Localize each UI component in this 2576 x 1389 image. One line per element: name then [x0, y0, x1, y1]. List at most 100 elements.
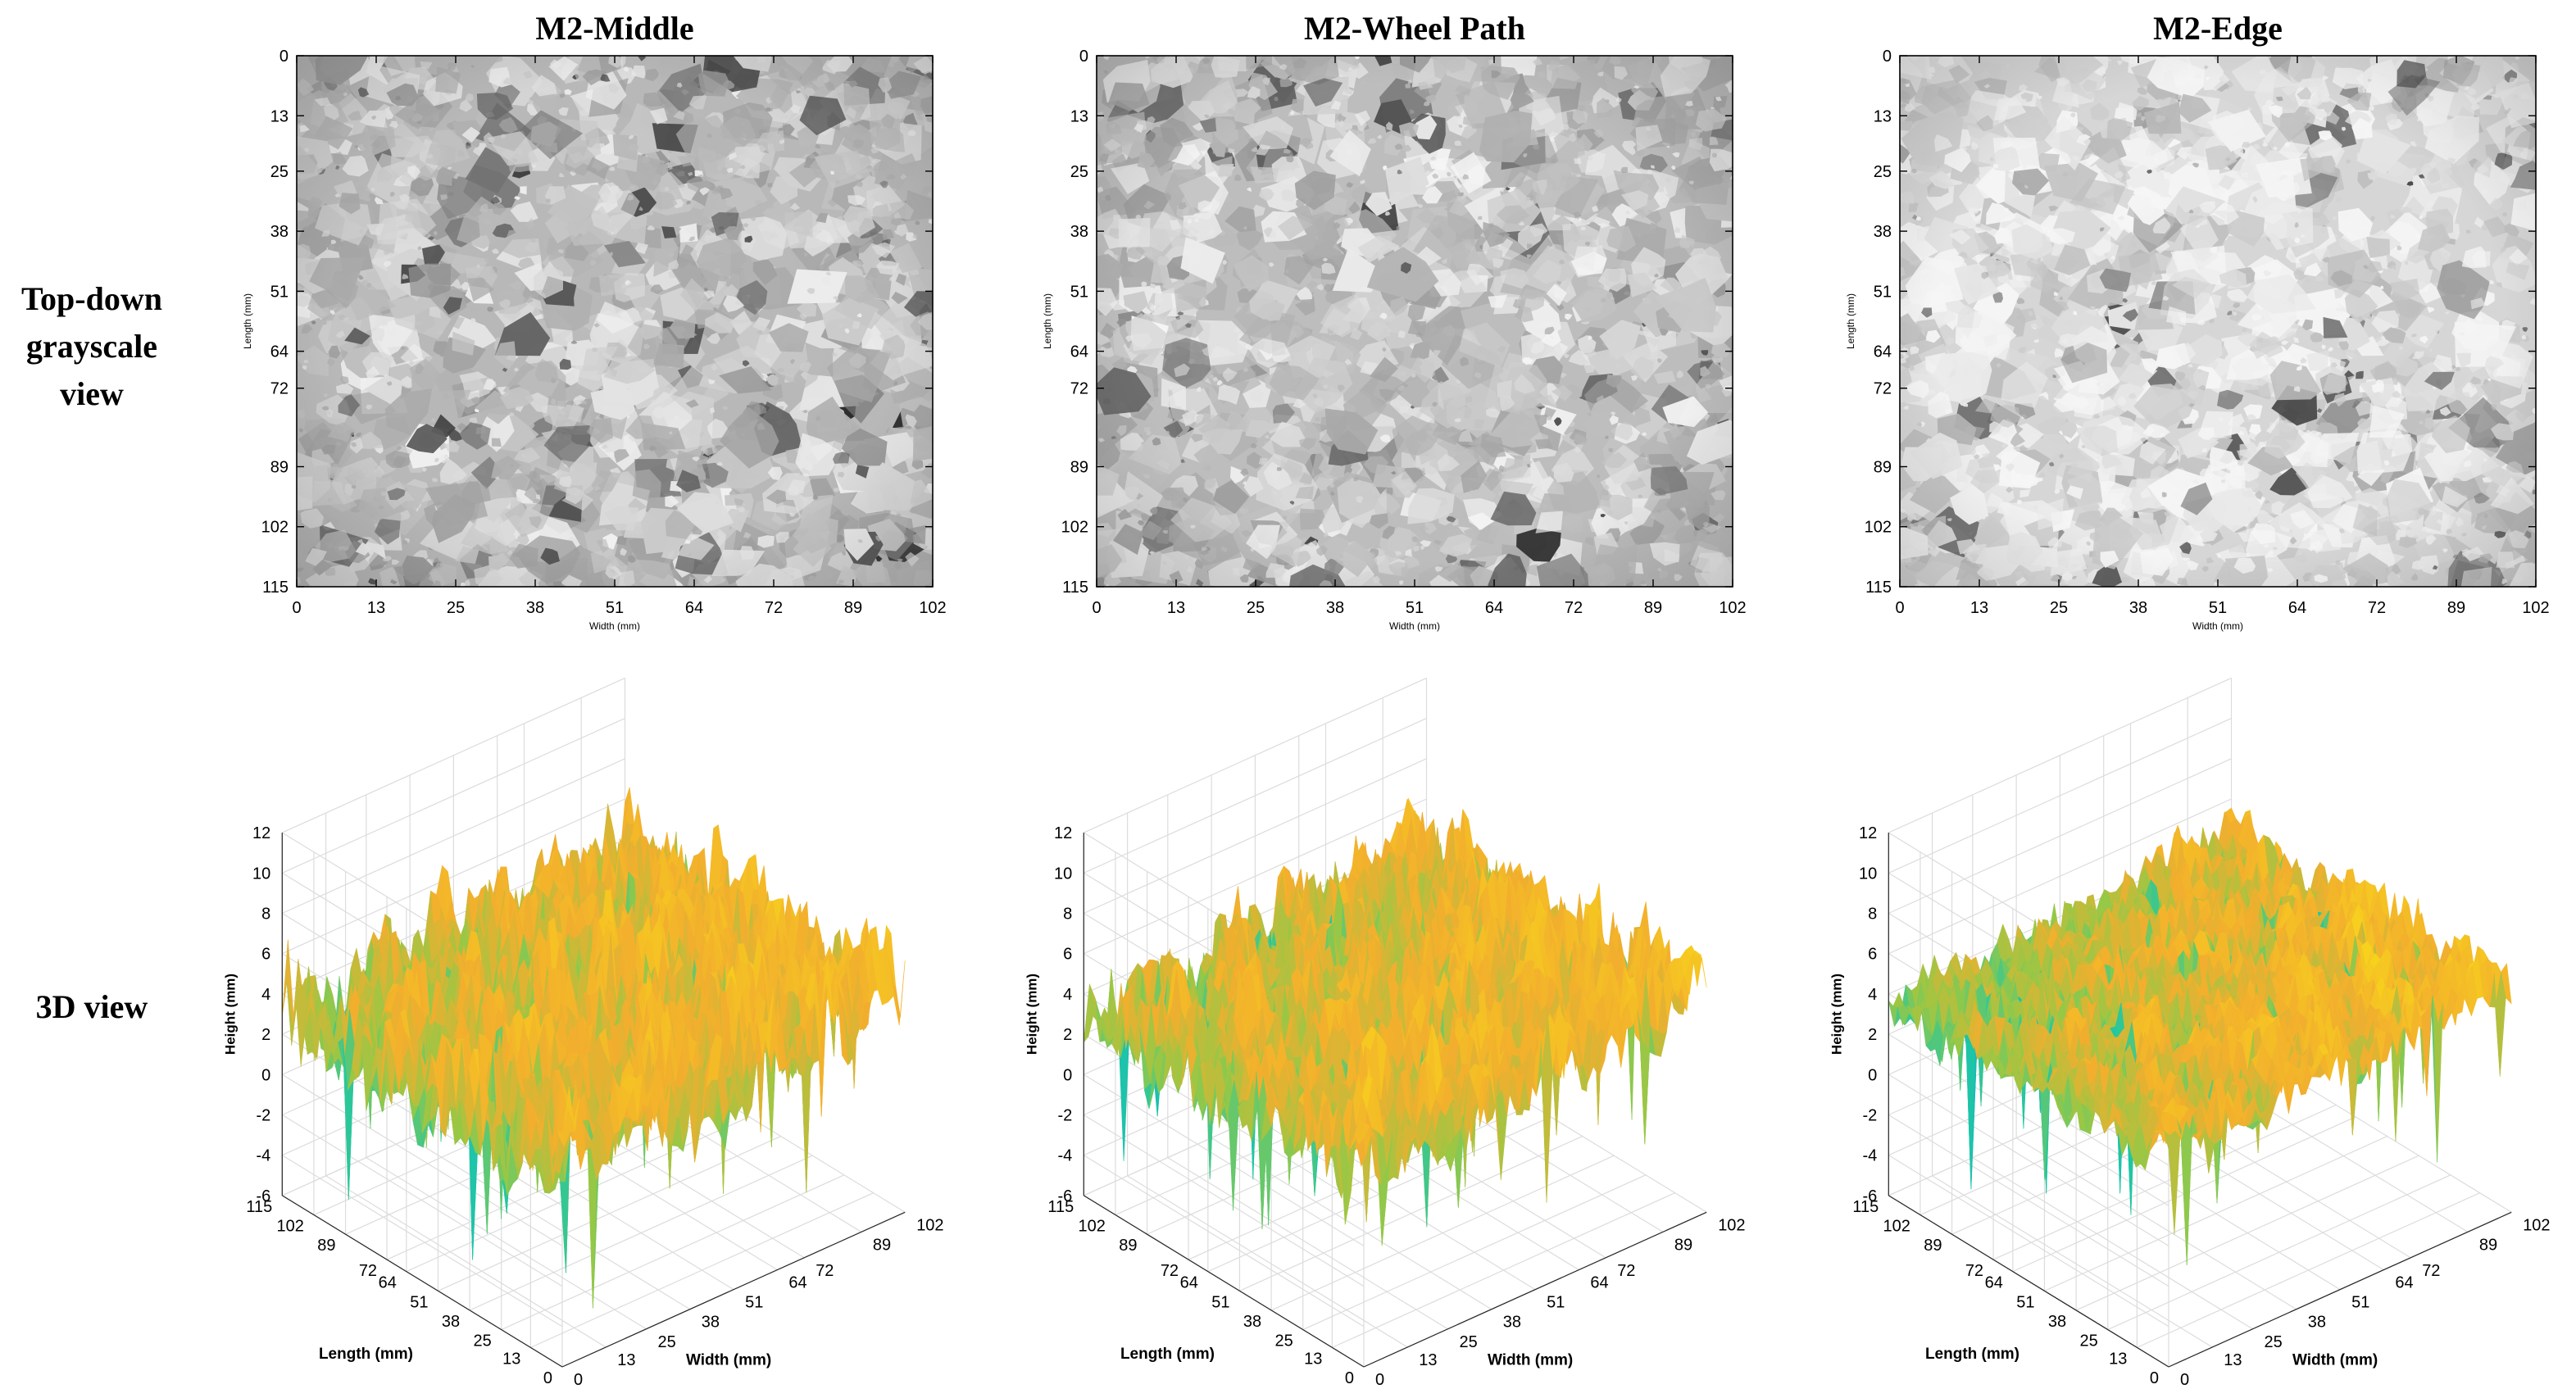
width-tick-label: 102	[2523, 1216, 2550, 1234]
floor-grid-line	[1211, 1137, 1492, 1310]
length-tick-label: 89	[317, 1237, 335, 1255]
x-tick-label: 72	[1565, 599, 1583, 617]
length-tick-label: 102	[1079, 1218, 1106, 1236]
wall-grid-line	[1083, 1155, 1365, 1328]
wall-grid-line	[1888, 798, 2232, 955]
x-tick-label: 25	[1247, 599, 1265, 617]
length-tick-label: 38	[2048, 1313, 2066, 1331]
x-tick-label: 25	[2050, 599, 2068, 617]
x-axis-label: Width (mm)	[589, 620, 640, 632]
wall-grid-line	[1888, 1074, 2169, 1246]
z-tick-label: 8	[261, 906, 270, 924]
floor-grid-line	[469, 1155, 813, 1311]
z-tick-label: 0	[261, 1066, 270, 1084]
x-tick-label: 51	[2209, 599, 2227, 617]
length-tick-label: 89	[1924, 1237, 1942, 1255]
width-tick-label: 38	[1503, 1314, 1521, 1332]
length-tick-label: 25	[1274, 1332, 1293, 1350]
y-tick-label: 115	[1062, 579, 1088, 597]
width-axis-label: Width (mm)	[2292, 1352, 2378, 1369]
z-tick-label: 12	[252, 824, 270, 842]
wall-grid-line	[282, 758, 625, 915]
grayscale-texture	[297, 56, 933, 587]
texture-vignette	[1900, 56, 2536, 587]
z-tick-label: 0	[1063, 1066, 1072, 1084]
y-tick-label: 72	[1874, 380, 1892, 398]
y-tick-label: 102	[1061, 519, 1088, 537]
wall-grid-line	[1084, 677, 1427, 833]
width-tick-label: 102	[1718, 1216, 1745, 1234]
floor-grid-line	[1992, 1104, 2337, 1260]
z-tick-label: 10	[1054, 865, 1072, 883]
width-tick-label: 51	[745, 1294, 763, 1312]
x-tick-label: 89	[1644, 599, 1662, 617]
y-tick-label: 51	[270, 283, 288, 301]
width-tick-label: 89	[2479, 1236, 2497, 1254]
y-axis-label: Length (mm)	[1042, 293, 1053, 349]
z-tick-label: -2	[1863, 1107, 1878, 1125]
x-tick-label: 72	[2368, 599, 2386, 617]
length-tick-label: 13	[1304, 1350, 1322, 1368]
floor-grid-line	[2137, 1192, 2480, 1348]
length-axis-label: Length (mm)	[1925, 1346, 2019, 1363]
width-tick-label: 38	[2308, 1314, 2326, 1332]
length-tick-label: 64	[379, 1274, 397, 1292]
y-tick-label: 89	[270, 458, 288, 476]
wall-grid-line	[1084, 798, 1427, 955]
y-tick-label: 115	[1865, 579, 1892, 597]
length-tick-label: 115	[1047, 1198, 1074, 1216]
wall-grid-line	[1888, 718, 2232, 874]
row-label-top-line: grayscale	[26, 328, 157, 365]
length-tick-label: 25	[473, 1332, 491, 1350]
floor-grid-line	[2107, 1174, 2451, 1331]
z-tick-label: 6	[1868, 946, 1877, 964]
x-tick-label: 38	[526, 599, 544, 617]
wall-grid-line	[1888, 1033, 2169, 1206]
length-axis-line	[1888, 1195, 2169, 1368]
y-tick-label: 64	[1070, 343, 1088, 361]
y-tick-label: 72	[1070, 380, 1088, 398]
y-tick-label: 51	[1874, 283, 1892, 301]
width-tick-label: 13	[2224, 1351, 2242, 1369]
y-tick-label: 0	[1079, 48, 1088, 66]
z-tick-label: 12	[1054, 824, 1072, 842]
wall-grid-line	[1888, 1155, 2169, 1328]
z-tick-label: 8	[1063, 906, 1072, 924]
width-axis-line	[1363, 1211, 1707, 1368]
x-tick-label: 0	[1092, 599, 1101, 617]
width-tick-label: 89	[1674, 1236, 1692, 1254]
panel-title: M2-Edge	[2153, 10, 2283, 47]
panel-title: M2-Wheel Path	[1304, 10, 1525, 47]
length-tick-label: 13	[502, 1350, 520, 1368]
row-label-top-line: Top-down	[21, 280, 162, 317]
x-axis-label: Width (mm)	[2192, 620, 2243, 632]
wall-grid-line	[281, 1074, 563, 1246]
width-tick-label: 102	[916, 1216, 943, 1234]
width-tick-label: 89	[873, 1236, 891, 1254]
z-tick-label: 2	[261, 1026, 270, 1044]
texture-vignette	[297, 56, 933, 587]
y-tick-label: 38	[270, 223, 288, 241]
z-tick-label: 8	[1868, 906, 1877, 924]
width-tick-label: 72	[2422, 1262, 2440, 1280]
x-tick-label: 102	[2522, 599, 2549, 617]
x-tick-label: 64	[1485, 599, 1503, 617]
floor-grid-line	[2060, 1118, 2341, 1291]
y-tick-label: 0	[1883, 48, 1892, 66]
z-tick-label: -2	[1058, 1107, 1073, 1125]
width-axis-line	[561, 1211, 906, 1368]
x-tick-label: 102	[919, 599, 946, 617]
y-tick-label: 25	[270, 163, 288, 181]
width-tick-label: 72	[1617, 1262, 1635, 1280]
z-tick-label: 10	[252, 865, 270, 883]
y-tick-label: 38	[1874, 223, 1892, 241]
z-tick-label: 2	[1868, 1026, 1877, 1044]
length-tick-label: 115	[246, 1198, 272, 1216]
